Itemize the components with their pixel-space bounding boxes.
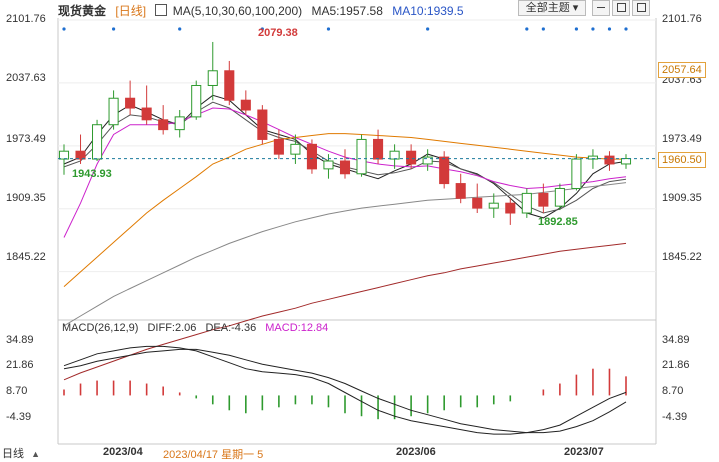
period-selector[interactable]: 日线 ▲ bbox=[2, 445, 48, 460]
event-marker-1 bbox=[112, 27, 115, 30]
candle-body-27 bbox=[506, 203, 515, 213]
event-marker-4 bbox=[327, 27, 330, 30]
cursor-date-label: 2023/04/17 星期一 5 bbox=[163, 446, 263, 462]
candle-body-5 bbox=[142, 108, 151, 120]
candle-body-34 bbox=[621, 159, 630, 164]
y-tick-left-3: 1909.35 bbox=[6, 192, 46, 204]
event-marker-0 bbox=[62, 27, 65, 30]
candle-body-31 bbox=[572, 159, 581, 188]
candle-body-18 bbox=[357, 139, 366, 173]
candle-body-9 bbox=[208, 71, 217, 86]
event-marker-10 bbox=[608, 27, 611, 30]
candle-body-7 bbox=[175, 117, 184, 130]
low-right-annotation: 1892.85 bbox=[538, 216, 578, 228]
candle-body-26 bbox=[489, 203, 498, 208]
candle-body-23 bbox=[440, 157, 449, 183]
y-tick-left-1: 2037.63 bbox=[6, 72, 46, 84]
ma-line-ma200 bbox=[64, 243, 626, 379]
candle-body-20 bbox=[390, 151, 399, 159]
macd-value: MACD:12.84 bbox=[265, 322, 328, 334]
y-tick-right-3: 1909.35 bbox=[662, 192, 702, 204]
candle-body-29 bbox=[539, 193, 548, 206]
candle-body-3 bbox=[109, 98, 118, 124]
candle-body-17 bbox=[340, 161, 349, 174]
candle-body-19 bbox=[374, 139, 383, 159]
candle-body-0 bbox=[59, 151, 68, 159]
macd-tick-right-2: 8.70 bbox=[662, 385, 683, 397]
event-marker-9 bbox=[591, 27, 594, 30]
y-tick-left-4: 1845.22 bbox=[6, 251, 46, 263]
candle-body-24 bbox=[456, 184, 465, 199]
current-price-tag: 1960.50 bbox=[658, 152, 706, 168]
event-marker-11 bbox=[624, 27, 627, 30]
x-tick-2: 2023/07 bbox=[564, 446, 604, 458]
y-tick-left-0: 2101.76 bbox=[6, 13, 46, 25]
candle-body-6 bbox=[159, 120, 168, 130]
event-marker-2 bbox=[178, 27, 181, 30]
candle-body-21 bbox=[407, 151, 416, 164]
macd-tick-right-0: 34.89 bbox=[662, 334, 690, 346]
candle-body-33 bbox=[605, 156, 614, 164]
macd-tick-left-0: 34.89 bbox=[6, 334, 34, 346]
candle-body-13 bbox=[274, 139, 283, 154]
candle-body-11 bbox=[241, 100, 250, 110]
macd-dea: DEA:-4.36 bbox=[205, 322, 256, 334]
macd-line-dea bbox=[64, 349, 626, 432]
candle-body-1 bbox=[76, 151, 85, 159]
macd-tick-left-3: -4.39 bbox=[6, 411, 31, 423]
candle-body-16 bbox=[324, 161, 333, 169]
period-selector-label: 日线 bbox=[2, 448, 24, 460]
event-marker-5 bbox=[426, 27, 429, 30]
macd-tick-right-1: 21.86 bbox=[662, 359, 690, 371]
candle-body-25 bbox=[473, 198, 482, 208]
macd-line-diff bbox=[64, 346, 626, 434]
x-tick-1: 2023/06 bbox=[396, 446, 436, 458]
candle-body-28 bbox=[522, 193, 531, 213]
candle-body-10 bbox=[225, 71, 234, 100]
y-tick-right-0: 2101.76 bbox=[662, 13, 702, 25]
candle-body-15 bbox=[307, 144, 316, 169]
candle-body-2 bbox=[93, 125, 102, 159]
macd-tick-left-1: 21.86 bbox=[6, 359, 34, 371]
macd-header: MACD(26,12,9) DIFF:2.06 DEA:-4.36 MACD:1… bbox=[62, 322, 328, 334]
candle-body-30 bbox=[555, 188, 564, 206]
low-left-annotation: 1943.93 bbox=[72, 168, 112, 180]
y-tick-right-2: 1973.49 bbox=[662, 133, 702, 145]
high-annotation: 2079.38 bbox=[258, 27, 298, 39]
y-tick-left-2: 1973.49 bbox=[6, 133, 46, 145]
y-tick-right-4: 1845.22 bbox=[662, 251, 702, 263]
event-marker-8 bbox=[575, 27, 578, 30]
ma60-price-tag: 2057.64 bbox=[658, 62, 706, 78]
x-tick-0: 2023/04 bbox=[103, 446, 143, 458]
event-marker-6 bbox=[525, 27, 528, 30]
triangle-up-icon: ▲ bbox=[31, 449, 40, 459]
macd-diff: DIFF:2.06 bbox=[147, 322, 196, 334]
macd-name: MACD(26,12,9) bbox=[62, 322, 138, 334]
macd-tick-right-3: -4.39 bbox=[662, 411, 687, 423]
event-marker-7 bbox=[542, 27, 545, 30]
candle-body-4 bbox=[126, 98, 135, 108]
candle-body-14 bbox=[291, 144, 300, 154]
candle-body-12 bbox=[258, 110, 267, 139]
macd-tick-left-2: 8.70 bbox=[6, 385, 27, 397]
candle-body-8 bbox=[192, 85, 201, 116]
